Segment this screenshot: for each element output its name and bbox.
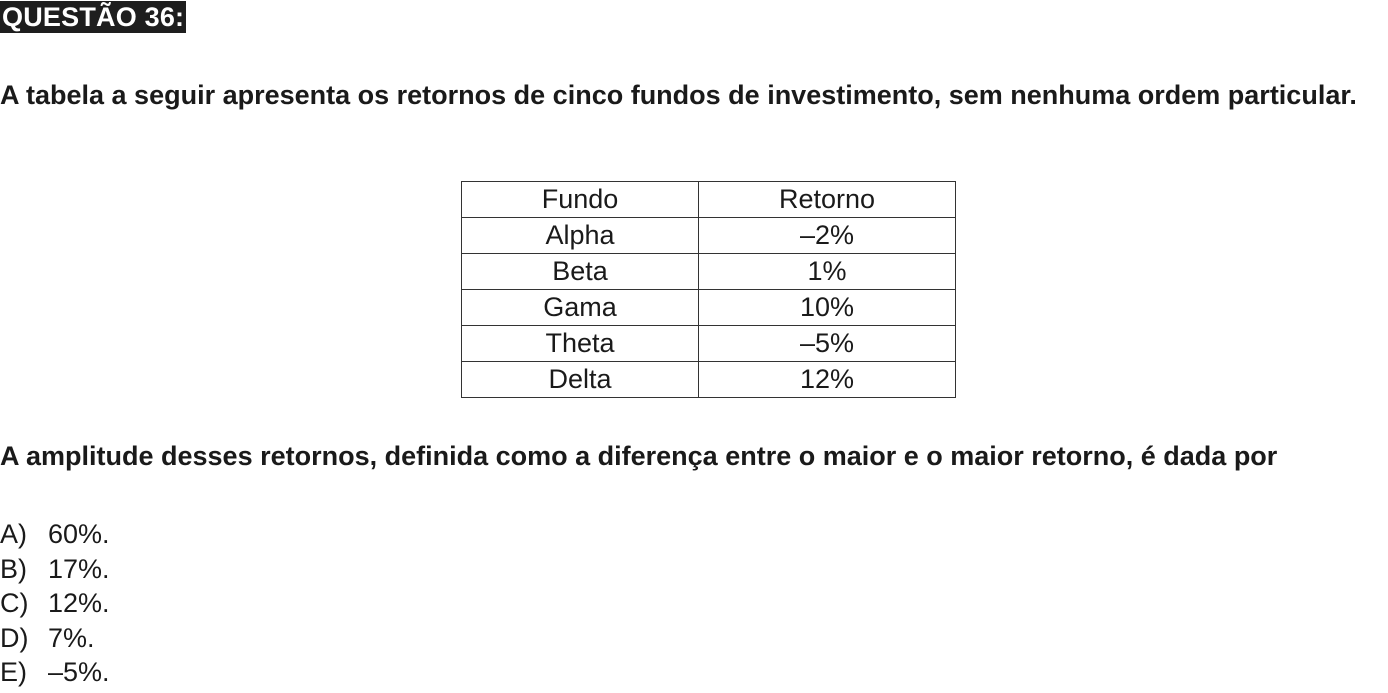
answer-option-c: C) 12%.: [0, 586, 110, 621]
option-text: 17%.: [48, 553, 110, 584]
table-header-row: Fundo Retorno: [461, 181, 956, 218]
table-row: Alpha –2%: [461, 217, 956, 254]
fund-return-cell: –2%: [698, 217, 956, 254]
fund-name-cell: Alpha: [461, 217, 699, 254]
table-row: Gama 10%: [461, 289, 956, 326]
fund-name-cell: Delta: [461, 361, 699, 398]
answer-option-a: A) 60%.: [0, 517, 110, 552]
funds-table-container: Fundo Retorno Alpha –2% Beta 1% Gama 10%…: [461, 181, 956, 398]
fund-name-cell: Theta: [461, 325, 699, 362]
table-row: Beta 1%: [461, 253, 956, 290]
option-letter: B): [0, 553, 27, 584]
fund-name-cell: Beta: [461, 253, 699, 290]
option-letter: C): [0, 588, 29, 618]
fund-return-cell: 10%: [698, 289, 956, 326]
fund-return-cell: 1%: [698, 253, 956, 290]
intro-paragraph: A tabela a seguir apresenta os retornos …: [0, 80, 1357, 110]
option-text: 60%.: [48, 519, 110, 549]
column-header-fund: Fundo: [461, 181, 699, 218]
answer-options-list: A) 60%. B) 17%. C) 12%. D) 7%. E) –5%.: [0, 517, 110, 690]
option-letter: E): [0, 657, 27, 687]
funds-returns-table: Fundo Retorno Alpha –2% Beta 1% Gama 10%…: [461, 181, 956, 398]
answer-option-e: E) –5%.: [0, 655, 110, 690]
option-text: –5%.: [48, 657, 110, 687]
table-row: Delta 12%: [461, 361, 956, 398]
fund-return-cell: 12%: [698, 361, 956, 398]
fund-return-cell: –5%: [698, 325, 956, 362]
fund-name-cell: Gama: [461, 289, 699, 326]
question-prompt: A amplitude desses retornos, definida co…: [0, 441, 1278, 471]
table-row: Theta –5%: [461, 325, 956, 362]
answer-option-d: D) 7%.: [0, 621, 110, 656]
answer-option-b: B) 17%.: [0, 552, 110, 587]
option-letter: A): [0, 519, 27, 549]
option-text: 12%.: [48, 588, 110, 618]
option-text: 7%.: [48, 622, 95, 653]
option-letter: D): [0, 622, 29, 653]
question-number-header: QUESTÃO 36:: [0, 1, 187, 33]
column-header-return: Retorno: [698, 181, 956, 218]
